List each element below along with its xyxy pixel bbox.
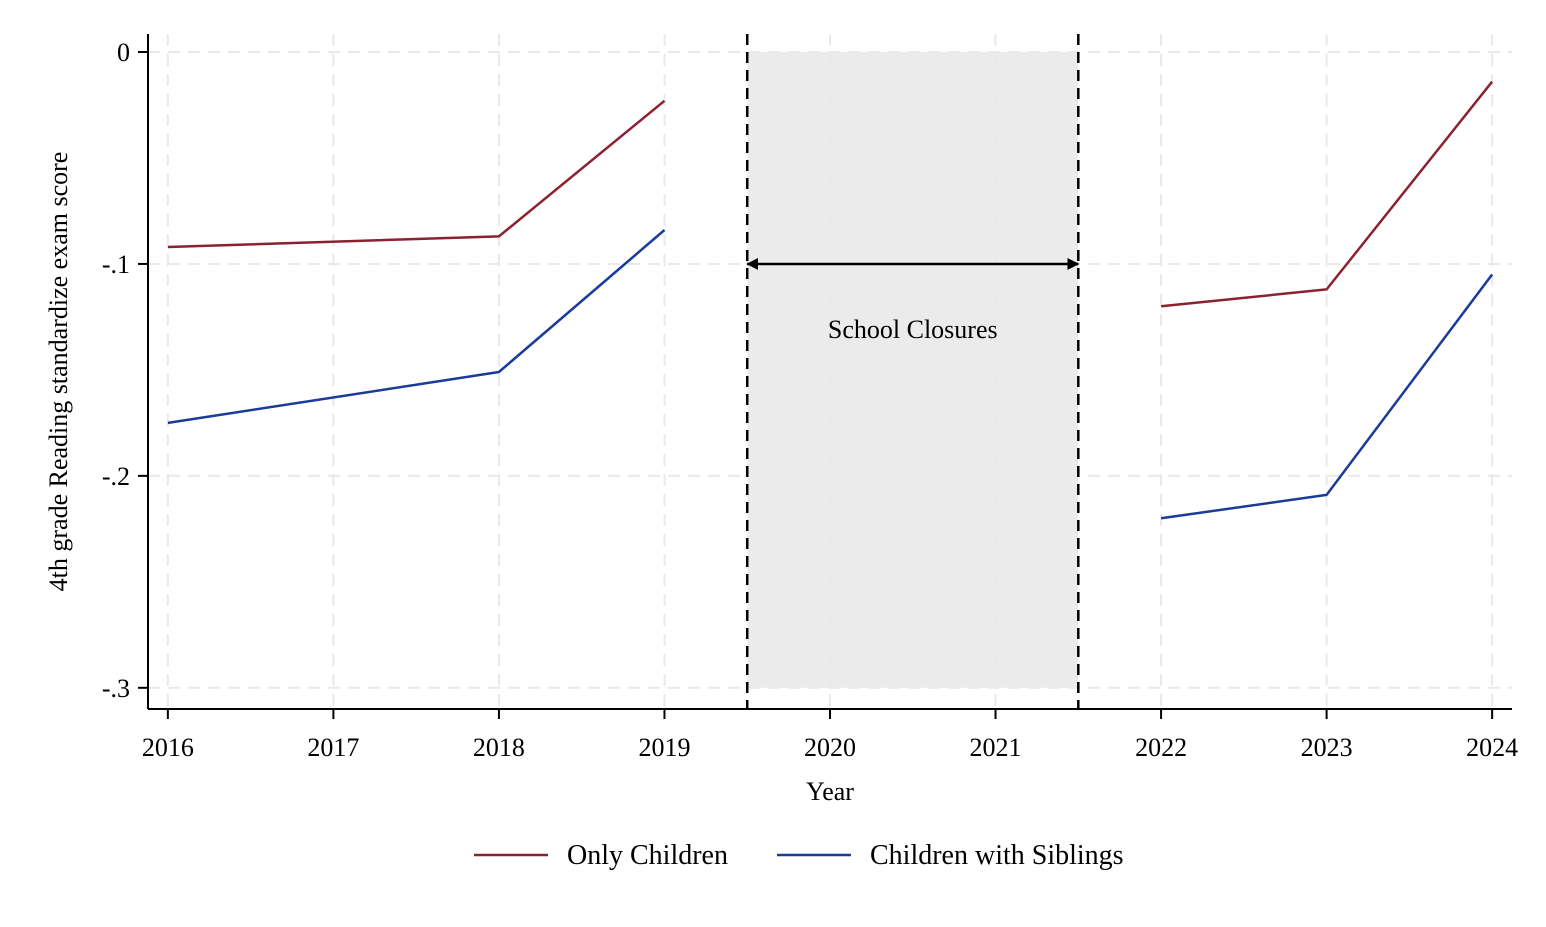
axes-layer [138, 34, 1512, 719]
y-tick-label: -.1 [102, 250, 130, 279]
closure-shade [747, 52, 1079, 688]
series-line-1-segment-1 [1160, 273, 1494, 520]
text-layer: 0 -.1 -.2 -.3 2016 2017 2018 2019 2020 2021 2022 20… [44, 38, 1518, 806]
x-tick-label: 2020 [804, 733, 856, 762]
closure-label: School Closures [828, 315, 998, 344]
y-axis-title: 4th grade Reading standardize exam score [44, 152, 73, 592]
x-tick-label: 2017 [307, 733, 359, 762]
x-tick-label: 2024 [1466, 733, 1518, 762]
closure-shade-layer [747, 52, 1079, 688]
legend-label: Only Children [567, 840, 728, 871]
series-layer [167, 80, 1494, 520]
y-tick-label: -.3 [102, 674, 130, 703]
x-tick-label: 2023 [1301, 733, 1353, 762]
x-axis-title: Year [806, 777, 854, 806]
x-tick-label: 2022 [1135, 733, 1187, 762]
y-tick-label: 0 [117, 38, 130, 67]
series-line-0-segment-0 [167, 99, 666, 249]
x-tick-label: 2018 [473, 733, 525, 762]
x-tick-label: 2021 [970, 733, 1022, 762]
closure-boundary-layer [745, 34, 1080, 709]
x-tick-label: 2016 [142, 733, 194, 762]
series-line-1-segment-0 [167, 229, 666, 425]
legend-label: Children with Siblings [870, 840, 1124, 871]
y-tick-label: -.2 [102, 462, 130, 491]
series-line-0-segment-1 [1160, 80, 1494, 308]
x-tick-label: 2019 [638, 733, 690, 762]
legend: Only Children Children with Siblings [474, 840, 1124, 871]
